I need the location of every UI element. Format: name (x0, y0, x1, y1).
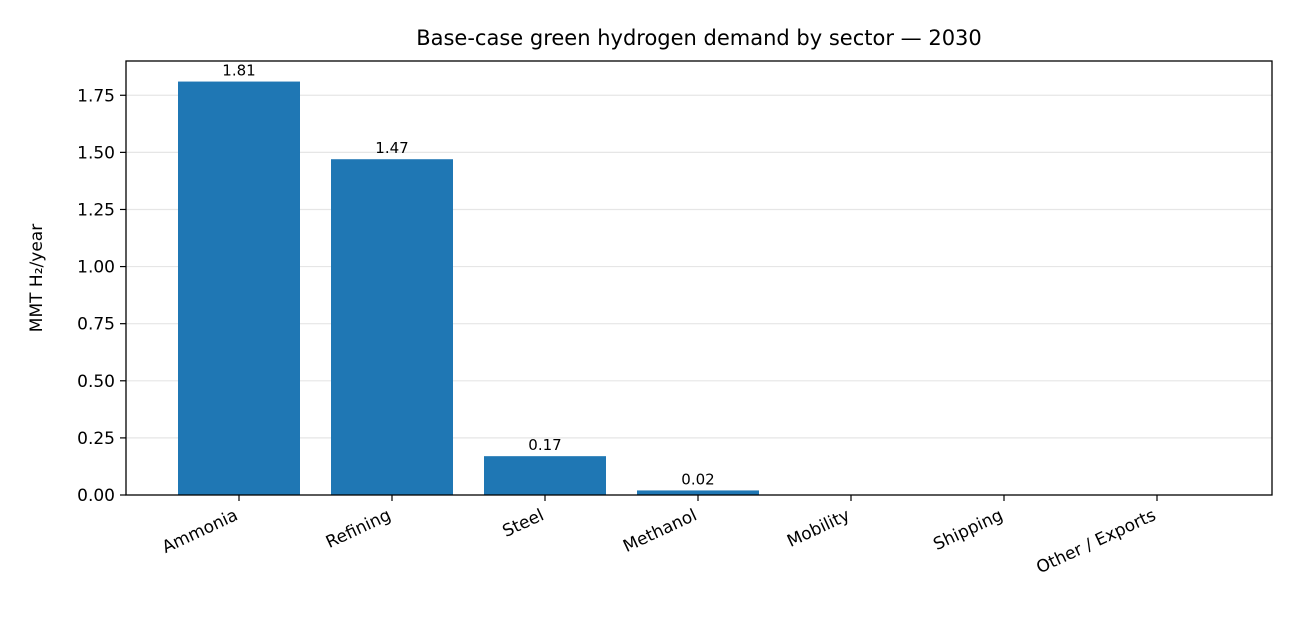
y-tick-label: 0.75 (77, 315, 115, 335)
y-tick-label: 1.00 (77, 258, 115, 278)
y-tick-label: 1.25 (77, 200, 115, 220)
bars: 1.81 1.47 0.17 0.02 (178, 62, 759, 495)
x-tick-label: Mobility (784, 505, 853, 551)
bar-value-label: 1.81 (222, 62, 255, 80)
x-tick-label: Ammonia (159, 505, 241, 557)
x-tick-label: Refining (323, 505, 394, 552)
chart-title: Base-case green hydrogen demand by secto… (416, 26, 982, 50)
bar-value-label: 0.17 (528, 436, 561, 454)
y-axis-label: MMT H₂/year (27, 224, 47, 332)
x-tick-label: Steel (500, 505, 548, 541)
grid-lines (126, 94, 1272, 439)
bar-value-label: 1.47 (375, 139, 408, 157)
bar (637, 490, 759, 495)
bar (484, 456, 606, 495)
x-tick-label: Methanol (620, 505, 700, 556)
x-tick-label: Shipping (930, 505, 1006, 554)
y-tick-label: 0.25 (77, 429, 115, 449)
bar-value-label: 0.02 (681, 470, 714, 488)
x-tick-label: Other / Exports (1033, 505, 1159, 578)
y-tick-label: 1.75 (77, 86, 115, 106)
bar (178, 81, 300, 495)
y-tick-label: 0.50 (77, 372, 115, 392)
bar (331, 159, 453, 495)
y-tick-label: 1.50 (77, 143, 115, 163)
y-tick-label: 0.00 (77, 486, 115, 506)
plot-frame (125, 60, 1273, 496)
